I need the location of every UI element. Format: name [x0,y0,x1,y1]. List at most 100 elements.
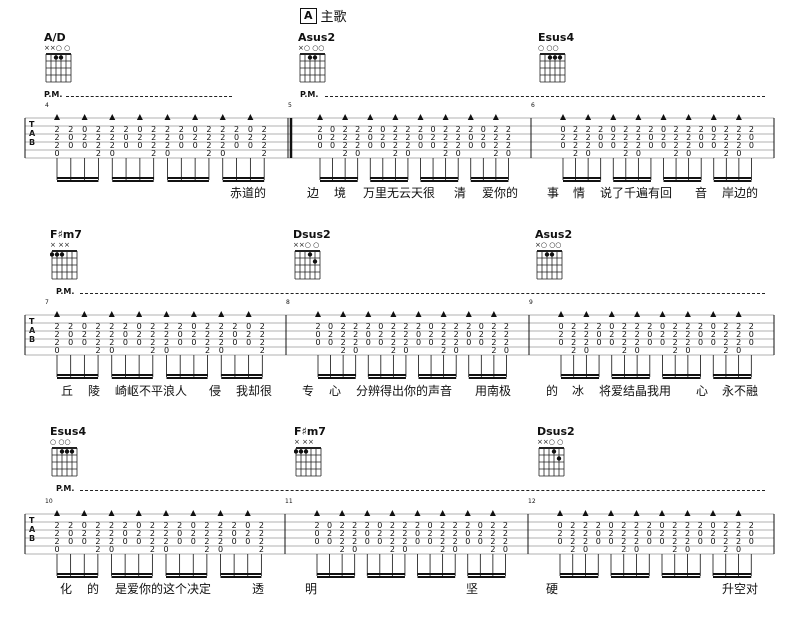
fret-number: 2 [96,346,101,355]
fret-number: 0 [698,338,703,347]
fret-number: 0 [416,338,421,347]
fret-number: 2 [506,133,511,142]
fret-number: 0 [54,545,59,554]
fret-number: 2 [685,537,690,546]
fret-number: 2 [219,338,224,347]
fret-number: 0 [136,537,141,546]
fret-number: 2 [163,537,168,546]
lyric: 清 [454,186,467,200]
fret-number: 2 [584,338,589,347]
fret-number: 0 [330,141,335,150]
fret-number: 2 [403,338,408,347]
fret-number: 2 [673,346,678,355]
fret-number: 2 [674,125,679,134]
fret-number: 0 [503,545,508,554]
fret-number: 2 [164,330,169,339]
fret-number: 0 [327,537,332,546]
fret-number: 2 [711,133,716,142]
fret-number: 2 [685,529,690,538]
fret-number: 2 [82,330,87,339]
palm-mute-line [325,96,765,97]
fret-number: 0 [468,133,473,142]
fret-number: 2 [431,133,436,142]
fret-number: 2 [352,537,357,546]
fret-number: 2 [418,125,423,134]
fret-number: 2 [698,322,703,331]
fret-number: 2 [586,125,591,134]
fret-number: 2 [165,125,170,134]
fret-number: 0 [711,141,716,150]
fret-number: 0 [647,330,652,339]
fret-number: 2 [341,338,346,347]
fret-number: 2 [596,521,601,530]
strum-arrow [634,311,641,317]
strum-arrow [560,114,566,120]
fret-number: 2 [570,537,575,546]
fret-number: 2 [573,133,578,142]
measure-number: 4 [45,102,49,109]
fret-number: 0 [635,346,640,355]
fret-number: 2 [661,133,666,142]
fret-number: 2 [491,322,496,331]
lyric: 升空对 [722,582,759,596]
fret-number: 0 [368,141,373,150]
lyric: 将爱结晶我用 [599,384,672,398]
fret-number: 0 [193,125,198,134]
fret-number: 2 [204,545,209,554]
fret-number: 0 [698,537,703,546]
fret-number: 0 [648,133,653,142]
fret-number: 0 [402,545,407,554]
fret-number: 2 [220,141,225,150]
fret-number: 2 [573,149,578,158]
fret-number: 2 [685,338,690,347]
fret-number: 2 [165,133,170,142]
fret-number: 0 [609,322,614,331]
strum-arrow [710,311,717,317]
fret-number: 2 [262,133,267,142]
fret-number: 2 [164,338,169,347]
fret-number: 2 [609,330,614,339]
fret-number: 2 [723,346,728,355]
strum-arrow [109,114,116,120]
fret-number: 2 [391,346,396,355]
fret-number: 2 [340,537,345,546]
chord-string-marks: × ×× [50,241,70,249]
fret-number: 2 [622,322,627,331]
fret-number: 0 [479,322,484,331]
finger-dot [547,55,553,60]
fret-number: 0 [608,521,613,530]
fret-number: 2 [723,521,728,530]
fret-number: 2 [749,322,754,331]
fret-number: 2 [96,125,101,134]
fret-number: 2 [491,338,496,347]
fret-number: 2 [584,322,589,331]
strum-arrow [367,114,374,120]
strum-arrow [735,510,742,516]
fret-number: 2 [724,125,729,134]
fret-number: 2 [428,529,433,538]
fret-number: 0 [611,125,616,134]
fret-number: 0 [220,149,225,158]
fret-number: 2 [341,322,346,331]
fret-number: 2 [636,141,641,150]
strum-arrow [735,311,742,317]
fret-number: 2 [583,529,588,538]
lyric: 爱你的 [482,186,519,200]
fret-number: 2 [110,133,115,142]
fret-number: 2 [711,330,716,339]
strum-arrow [415,311,422,317]
fret-number: 0 [163,545,168,554]
fret-number: 2 [355,141,360,150]
palm-mute-line [80,293,765,294]
strum-arrow [442,114,449,120]
fret-number: 2 [441,338,446,347]
fret-number: 2 [724,133,729,142]
finger-dot [557,55,563,60]
fret-number: 0 [431,125,436,134]
fret-number: 0 [686,149,691,158]
fret-number: 2 [503,537,508,546]
fret-number: 0 [596,529,601,538]
fret-number: 2 [96,149,101,158]
fret-number: 2 [443,141,448,150]
fret-number: 2 [219,330,224,339]
